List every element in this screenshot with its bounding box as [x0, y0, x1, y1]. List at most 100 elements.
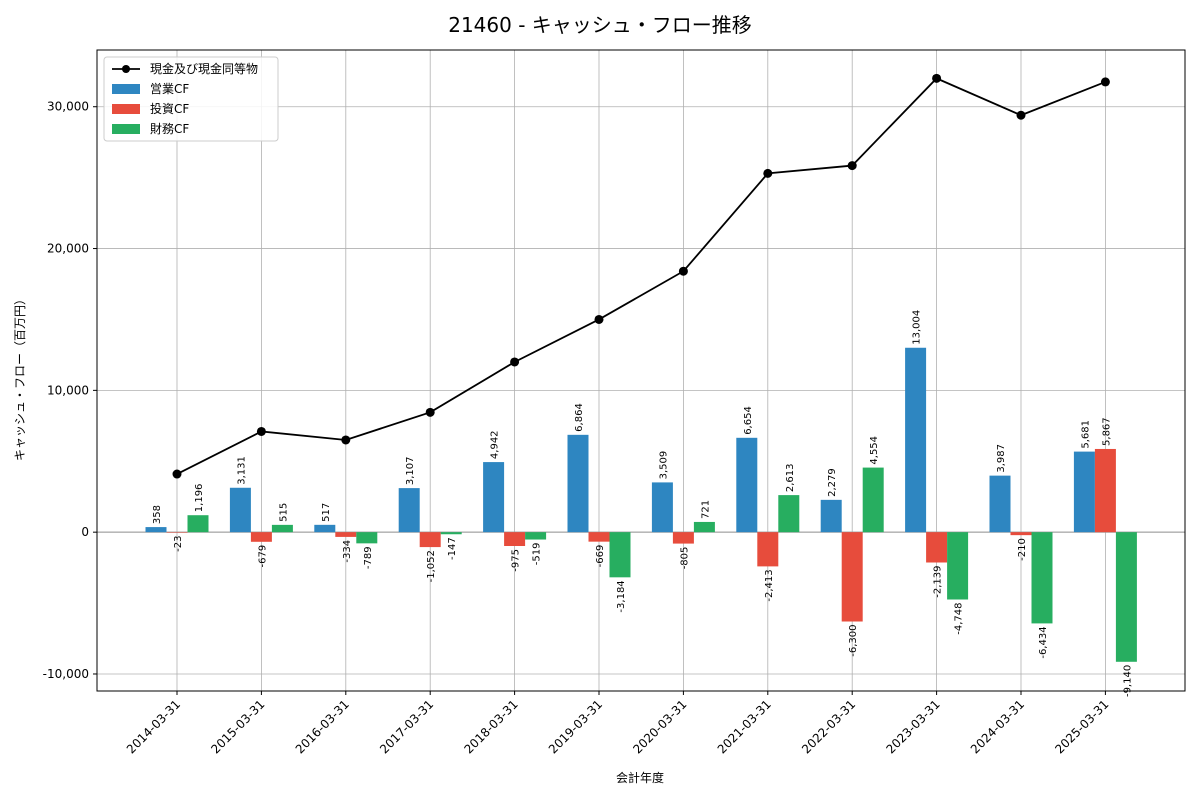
bar-投資CF — [588, 532, 610, 542]
cash-point — [763, 168, 773, 178]
legend-label: 現金及び現金同等物 — [150, 61, 258, 76]
bar-財務CF — [440, 532, 462, 535]
data-label: 2,279 — [827, 468, 838, 497]
bar-投資CF — [166, 532, 188, 533]
data-labels: 358 3,131 517 3,107 4,942 6,864 3,509 6,654 2,27… — [152, 310, 1133, 697]
bar-財務CF — [187, 515, 209, 533]
bar-営業CF — [1073, 451, 1095, 533]
bar-財務CF — [609, 532, 631, 578]
y-tick-label: 0 — [81, 525, 89, 539]
data-label: 358 — [152, 505, 163, 524]
data-label: -669 — [595, 545, 606, 568]
cash-point — [510, 357, 520, 367]
data-label: -4,748 — [954, 603, 965, 635]
y-tick-label: 20,000 — [47, 242, 89, 256]
bar-投資CF — [757, 532, 779, 567]
bar-営業CF — [736, 437, 758, 533]
data-label: 5,867 — [1101, 417, 1112, 446]
legend-swatch — [112, 124, 140, 134]
bar-財務CF — [1031, 532, 1053, 624]
data-label: -1,052 — [426, 550, 437, 582]
grid — [97, 50, 1185, 691]
legend-label: 営業CF — [150, 82, 189, 96]
bar-営業CF — [483, 462, 505, 533]
chart-title: 21460 - キャッシュ・フロー推移 — [448, 13, 752, 37]
cash-point — [594, 314, 604, 324]
bar-投資CF — [1010, 532, 1032, 536]
cash-point — [678, 266, 688, 276]
y-tick-label: -10,000 — [43, 667, 89, 681]
bar-財務CF — [356, 532, 378, 544]
bar-営業CF — [145, 527, 167, 533]
bar-財務CF — [947, 532, 969, 600]
data-label: -334 — [342, 540, 353, 563]
data-label: 3,107 — [405, 456, 416, 485]
bar-財務CF — [862, 467, 884, 533]
bar-営業CF — [651, 482, 673, 533]
data-label: -147 — [447, 537, 458, 560]
legend-label: 投資CF — [150, 101, 189, 116]
bar-投資CF — [1094, 448, 1116, 533]
data-label: -789 — [363, 546, 374, 569]
bar-財務CF — [778, 495, 800, 533]
data-label: 4,554 — [869, 436, 880, 465]
data-label: -679 — [257, 545, 268, 568]
data-label: 13,004 — [912, 310, 923, 345]
legend-box — [103, 56, 279, 142]
cash-point — [932, 73, 942, 83]
data-label: 721 — [700, 500, 711, 519]
bar-財務CF — [693, 521, 715, 533]
cash-point — [172, 469, 182, 479]
data-label: -23 — [173, 535, 184, 551]
data-label: -2,139 — [933, 566, 944, 598]
data-label: -3,184 — [616, 580, 627, 612]
bar-投資CF — [504, 532, 526, 546]
bar-投資CF — [841, 532, 863, 622]
bar-営業CF — [820, 499, 842, 533]
data-label: 1,196 — [194, 484, 205, 513]
data-label: 517 — [321, 503, 332, 522]
data-label: 3,509 — [658, 451, 669, 480]
cash-point — [1100, 77, 1110, 87]
data-label: -2,413 — [764, 569, 775, 601]
x-axis-label: 会計年度 — [616, 770, 664, 785]
bar-投資CF — [335, 532, 357, 537]
y-tick-label: 10,000 — [47, 383, 89, 397]
cash-point — [256, 426, 266, 436]
data-label: -9,140 — [1122, 665, 1133, 697]
bar-財務CF — [271, 524, 293, 533]
cash-point — [1016, 110, 1026, 120]
data-label: -6,300 — [848, 625, 859, 657]
bar-財務CF — [1115, 532, 1137, 662]
plot-frame — [96, 49, 1186, 692]
bar-投資CF — [672, 532, 694, 544]
data-label: -519 — [532, 543, 543, 566]
bar-投資CF — [250, 532, 272, 542]
data-label: -210 — [1017, 538, 1028, 561]
bar-営業CF — [905, 347, 927, 533]
bars — [145, 347, 1137, 662]
y-axis-label: キャッシュ・フロー（百万円） — [13, 293, 27, 461]
bar-財務CF — [525, 532, 547, 540]
cash-line-path — [176, 77, 1106, 475]
data-label: 2,613 — [785, 463, 796, 492]
bar-営業CF — [567, 434, 589, 533]
cash-line — [172, 73, 1110, 479]
data-label: 5,681 — [1080, 420, 1091, 449]
bar-営業CF — [229, 487, 251, 533]
data-label: -6,434 — [1038, 626, 1049, 658]
data-label: -805 — [679, 547, 690, 570]
bar-営業CF — [314, 524, 336, 533]
cash-point — [425, 407, 435, 417]
y-tick-label: 30,000 — [47, 100, 89, 114]
data-label: 3,131 — [236, 456, 247, 485]
data-label: 4,942 — [490, 430, 501, 459]
bar-営業CF — [398, 488, 420, 533]
data-label: -975 — [511, 549, 522, 572]
legend-marker — [122, 65, 130, 73]
data-label: 3,987 — [996, 444, 1007, 473]
bar-投資CF — [926, 532, 948, 563]
